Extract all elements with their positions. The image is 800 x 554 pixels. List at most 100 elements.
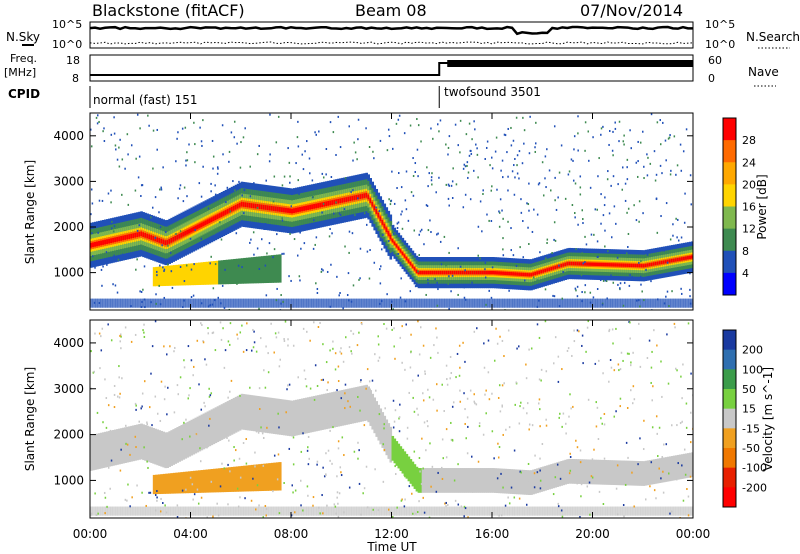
echo-speckle	[164, 453, 167, 456]
echo-speckle	[557, 196, 559, 199]
power-echo-cell	[178, 233, 182, 239]
echo-speckle	[236, 142, 238, 145]
echo-speckle	[437, 123, 439, 126]
echo-speckle	[584, 149, 586, 152]
power-echo-cell	[180, 232, 184, 238]
echo-speckle	[98, 301, 101, 304]
velocity-echo-cell	[562, 460, 565, 486]
echo-speckle	[508, 426, 511, 429]
power-echo-cell	[363, 193, 366, 199]
echo-speckle	[186, 159, 189, 162]
echo-speckle	[441, 477, 444, 480]
near-range-cell	[230, 506, 234, 516]
echo-speckle	[622, 140, 625, 143]
near-range-cell	[263, 298, 267, 308]
power-echo-cell	[626, 263, 630, 267]
echo-speckle	[156, 274, 158, 277]
near-range-cell	[351, 298, 355, 308]
power-echo-cell	[337, 198, 340, 204]
echo-speckle	[545, 257, 547, 260]
echo-speckle	[208, 395, 211, 398]
echo-speckle	[306, 449, 309, 452]
power-echo-cell	[204, 220, 208, 226]
echo-speckle	[135, 446, 137, 449]
power-echo-cell	[415, 269, 419, 273]
power-echo-cell	[461, 270, 465, 275]
velocity-echo-cell	[373, 397, 377, 434]
echo-speckle	[577, 132, 579, 135]
near-range-cell	[522, 298, 526, 308]
power-echo-cell	[108, 238, 111, 244]
echo-speckle	[561, 425, 563, 428]
echo-speckle	[513, 164, 515, 167]
echo-speckle	[574, 469, 577, 472]
lower-echo-cell	[270, 255, 275, 283]
near-range-cell	[549, 298, 553, 308]
echo-speckle	[275, 299, 278, 302]
velocity-echo-cell	[680, 454, 684, 479]
echo-speckle	[172, 475, 174, 478]
echo-speckle	[214, 263, 217, 266]
lower-echo-cell	[198, 262, 202, 285]
echo-speckle	[130, 144, 133, 147]
echo-speckle	[283, 339, 286, 342]
echo-speckle	[442, 457, 445, 460]
near-range-cell	[316, 298, 320, 308]
power-echo-cell	[327, 201, 330, 206]
echo-speckle	[598, 490, 601, 493]
echo-speckle	[339, 350, 341, 353]
velocity-echo-cell	[640, 461, 644, 486]
echo-speckle	[333, 219, 335, 222]
echo-speckle	[159, 510, 162, 513]
velocity-echo-cell	[395, 441, 399, 466]
power-echo-cell	[198, 223, 202, 229]
echo-speckle	[561, 368, 563, 371]
power-echo-cell	[373, 205, 377, 211]
near-range-cell	[137, 506, 141, 516]
echo-speckle	[95, 513, 98, 516]
velocity-echo-cell	[624, 460, 628, 486]
echo-speckle	[146, 460, 148, 463]
echo-speckle	[217, 296, 220, 299]
velocity-echo-cell	[140, 423, 143, 460]
power-echo-cell	[299, 206, 302, 212]
echo-speckle	[582, 218, 584, 221]
near-range-cell	[125, 506, 129, 516]
echo-speckle	[680, 236, 683, 239]
echo-speckle	[459, 119, 462, 122]
echo-speckle	[295, 162, 297, 165]
echo-speckle	[559, 412, 561, 415]
power-echo-cell	[226, 209, 230, 214]
power-echo-cell	[343, 197, 346, 203]
echo-speckle	[581, 291, 583, 294]
echo-speckle	[414, 512, 417, 515]
velocity-echo-cell	[357, 386, 360, 423]
echo-speckle	[146, 423, 149, 426]
power-echo-cell	[674, 258, 678, 262]
power-echo-cell	[602, 262, 606, 267]
echo-speckle	[513, 193, 516, 196]
near-range-cell	[411, 298, 415, 308]
echo-speckle	[326, 504, 328, 507]
velocity-echo-cell	[345, 389, 348, 425]
echo-speckle	[228, 308, 231, 310]
echo-speckle	[258, 504, 260, 507]
near-range-cell	[584, 506, 588, 516]
near-range-cell	[552, 298, 556, 308]
near-range-cell	[404, 298, 407, 308]
echo-speckle	[321, 211, 323, 214]
near-range-cell	[270, 506, 274, 516]
near-range-cell	[605, 298, 608, 308]
echo-speckle	[287, 344, 289, 347]
near-range-cell	[218, 506, 222, 516]
echo-speckle	[609, 358, 612, 361]
echo-speckle	[163, 345, 165, 348]
echo-speckle	[675, 173, 677, 176]
lower-echo-cell	[225, 259, 229, 285]
power-echo-cell	[118, 236, 121, 242]
velocity-echo-cell	[614, 460, 618, 486]
echo-speckle	[456, 352, 459, 355]
echo-speckle	[437, 351, 439, 354]
velocity-echo-cell	[632, 460, 636, 486]
